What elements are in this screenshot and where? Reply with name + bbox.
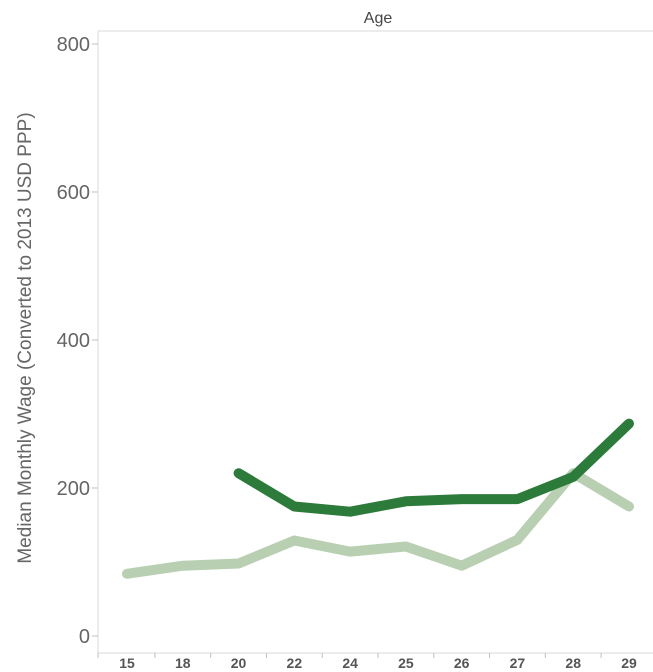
y-tick-label: 800 xyxy=(57,34,90,56)
y-axis-title: Median Monthly Wage (Converted to 2013 U… xyxy=(15,112,36,563)
y-tick-label: 400 xyxy=(57,330,90,352)
x-axis-title: Age xyxy=(364,10,393,27)
y-tick-label: 0 xyxy=(79,626,90,648)
y-tick-label: 600 xyxy=(57,182,90,204)
x-ticks: 15 18 20 22 24 25 26 27 28 29 xyxy=(97,653,637,671)
x-tick-label: 20 xyxy=(231,655,247,671)
y-tick-label: 200 xyxy=(57,478,90,500)
series-line-1 xyxy=(233,418,634,517)
series-line-2 xyxy=(122,468,634,579)
x-tick-label: 15 xyxy=(119,655,135,671)
x-tick-label: 26 xyxy=(454,655,470,671)
x-tick-label: 27 xyxy=(510,655,526,671)
axes xyxy=(97,30,653,654)
x-tick-label: 22 xyxy=(287,655,303,671)
y-ticks: 0 200 400 600 800 xyxy=(57,34,98,648)
x-tick-label: 28 xyxy=(565,655,581,671)
x-tick-label: 24 xyxy=(342,655,358,671)
x-tick-label: 29 xyxy=(621,655,637,671)
x-tick-label: 18 xyxy=(175,655,191,671)
x-tick-label: 25 xyxy=(398,655,414,671)
series-lines xyxy=(122,418,634,579)
